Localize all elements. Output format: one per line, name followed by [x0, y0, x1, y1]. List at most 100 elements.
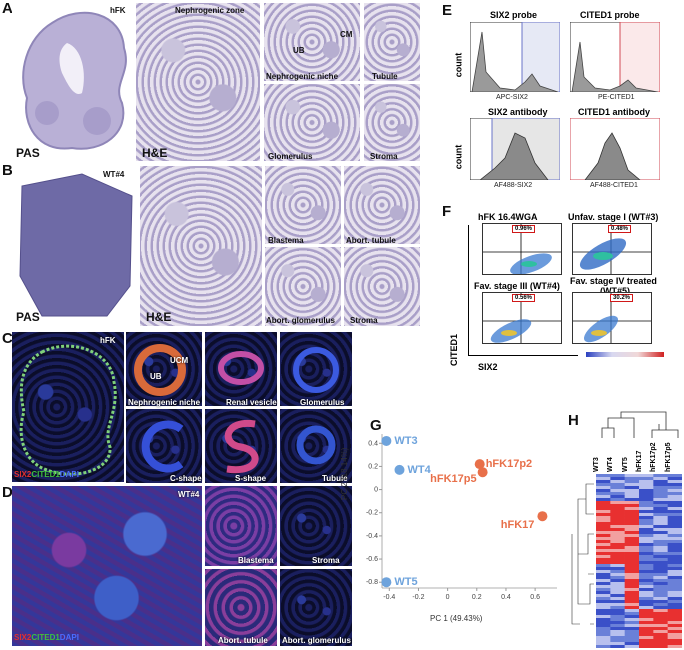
c-glomerulus-label: Glomerulus — [300, 398, 345, 407]
a-he-image — [136, 3, 260, 161]
a-glomerulus-label: Glomerulus — [268, 152, 313, 161]
heatmap-cell — [639, 516, 654, 520]
heatmap-cell — [596, 483, 611, 487]
heatmap-cell — [667, 513, 682, 517]
heatmap-cell — [610, 543, 625, 547]
heatmap-cell — [596, 501, 611, 505]
heatmap-cell — [610, 498, 625, 502]
heatmap-cell — [639, 570, 654, 574]
heatmap-cell — [667, 636, 682, 640]
heatmap-cell — [610, 639, 625, 643]
a-cm-label: CM — [340, 30, 353, 39]
f-val-1: 0.96% — [512, 225, 536, 233]
heatmap-cell — [653, 579, 668, 583]
e-hist-six2-ab — [470, 118, 560, 180]
heatmap-cell — [624, 522, 640, 526]
heatmap-cell — [639, 618, 654, 622]
c-sshape-label: S-shape — [235, 474, 267, 483]
heatmap-cell — [624, 516, 640, 520]
e-six2-probe-title: SIX2 probe — [490, 10, 538, 20]
heatmap-cell — [667, 612, 682, 616]
heatmap-cell — [610, 522, 625, 526]
heatmap-cell — [667, 645, 682, 648]
heatmap-cell — [610, 585, 625, 589]
a-he-label: H&E — [142, 146, 168, 160]
heatmap-cell — [610, 636, 625, 640]
heatmap-cell — [639, 519, 654, 523]
heatmap-cell — [596, 522, 611, 526]
heatmap-cell — [596, 537, 611, 541]
pca-xtick-label: -0.4 — [383, 594, 395, 601]
heatmap-cell — [667, 531, 682, 535]
heatmap-cell — [653, 474, 668, 478]
pca-point-label: WT5 — [394, 576, 417, 588]
heatmap-cell — [610, 495, 625, 499]
heatmap-cell — [624, 552, 640, 556]
heatmap-cell — [639, 576, 654, 580]
f-plot-1 — [482, 223, 562, 275]
pca-point — [381, 435, 392, 446]
heatmap-cell — [596, 633, 611, 637]
heatmap-cell — [667, 540, 682, 544]
heatmap-cell — [596, 576, 611, 580]
c-tubule-svg — [296, 425, 336, 465]
heatmap-cell — [653, 543, 668, 547]
heatmap-cell — [639, 579, 654, 583]
heatmap-cell — [667, 570, 682, 574]
heatmap-cell — [667, 537, 682, 541]
heatmap-cell — [667, 633, 682, 637]
d-legend-cited1: CITED1 — [31, 633, 60, 642]
heatmap-cell — [653, 573, 668, 577]
heatmap-cell — [624, 501, 640, 505]
pca-xlabel: PC 1 (49.43%) — [430, 614, 483, 623]
heatmap-cell — [624, 558, 640, 562]
heatmap-cell — [610, 549, 625, 553]
heatmap-cell — [610, 555, 625, 559]
heatmap-cell — [639, 612, 654, 616]
f-plot-2-svg — [573, 224, 651, 274]
heatmap-cell — [610, 594, 625, 598]
heatmap-cell — [667, 501, 682, 505]
heatmap-cell — [624, 591, 640, 595]
heatmap-cell — [639, 531, 654, 535]
heatmap-cell — [596, 639, 611, 643]
heatmap-cell — [667, 534, 682, 538]
heatmap-cell — [610, 573, 625, 577]
pca-ytick-label: 0.2 — [368, 463, 378, 470]
b-blastema-label: Blastema — [268, 236, 304, 245]
heatmap-cell — [639, 558, 654, 562]
f-title-2: Unfav. stage I (WT#3) — [568, 212, 659, 222]
heatmap-cell — [653, 516, 668, 520]
b-stroma-label: Stroma — [350, 316, 378, 325]
heatmap-cell — [610, 537, 625, 541]
d-abort-glom-image — [280, 569, 352, 646]
heatmap-cell — [639, 525, 654, 529]
heatmap-cell — [653, 597, 668, 601]
heatmap-cell — [610, 627, 625, 631]
heatmap-cell — [667, 519, 682, 523]
heatmap-cell — [596, 540, 611, 544]
e-x4-label: AF488-CITED1 — [590, 182, 638, 189]
c-legend-cited1: CITED1 — [31, 470, 60, 479]
c-renal-vesicle-label: Renal vesicle — [226, 398, 277, 407]
b-he-label: H&E — [146, 310, 172, 324]
heatmap-cell — [653, 585, 668, 589]
heatmap-cell — [596, 549, 611, 553]
heatmap-cell — [596, 609, 611, 613]
pca-xtick-label: 0 — [446, 594, 450, 601]
heatmap-cell — [610, 510, 625, 514]
heatmap-cell — [596, 615, 611, 619]
heatmap-cell — [596, 594, 611, 598]
c-niche-image — [126, 332, 202, 406]
heatmap-cell — [667, 477, 682, 481]
pca-ytick-label: -0.6 — [366, 556, 378, 563]
heatmap-cell — [610, 528, 625, 532]
heatmap-cell — [667, 495, 682, 499]
heatmap-cell — [639, 480, 654, 484]
pas-kidney-svg — [22, 11, 127, 150]
b-he-image — [140, 166, 262, 326]
heatmap-column-label: hFK17p2 — [650, 442, 658, 472]
heatmap-cell — [639, 627, 654, 631]
panel-letter-d: D — [2, 484, 13, 501]
b-abort-glom-image — [265, 247, 341, 326]
